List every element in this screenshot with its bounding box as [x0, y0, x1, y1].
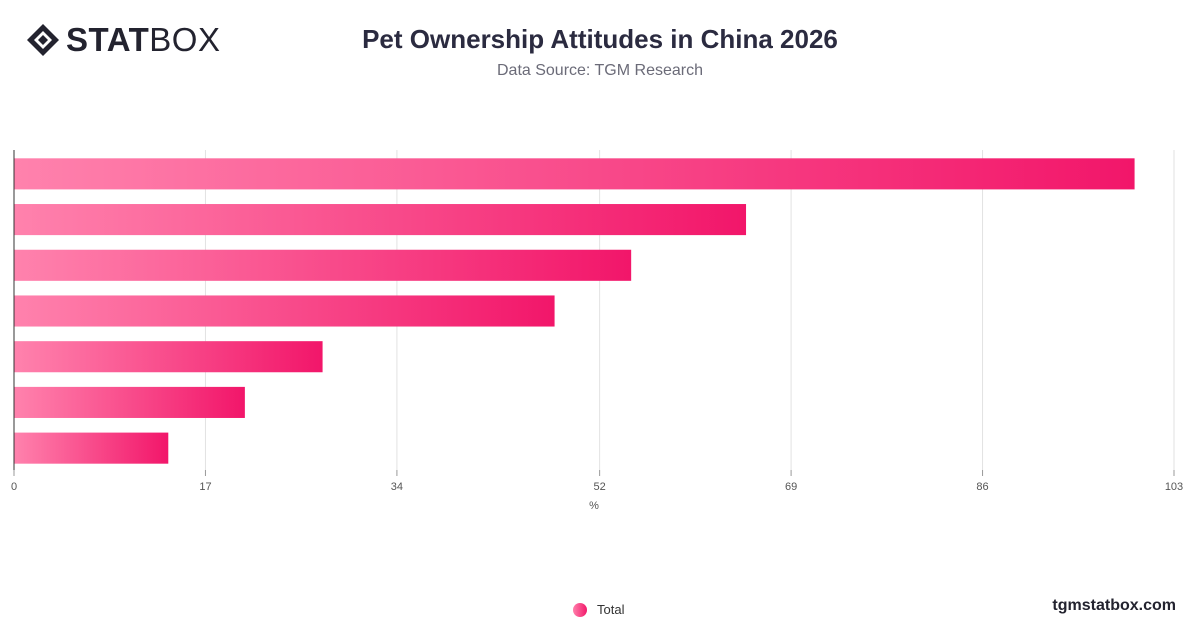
x-tick-label: 0 — [11, 481, 17, 493]
logo-text-stat: STAT — [66, 21, 150, 58]
bars — [14, 158, 1135, 464]
site-url[interactable]: tgmstatbox.com — [1052, 597, 1176, 614]
bar[interactable] — [14, 249, 632, 281]
bar[interactable] — [14, 341, 323, 373]
chart-subtitle: Data Source: TGM Research — [496, 62, 703, 79]
axes: 0 17 34 52 69 86 103 — [11, 150, 1183, 493]
x-axis-label: % — [589, 500, 599, 512]
logo-text-box: BOX — [149, 21, 221, 58]
x-tick-label: 103 — [1165, 481, 1183, 493]
legend-label: Total — [597, 602, 625, 617]
x-tick-label: 86 — [976, 481, 988, 493]
bar[interactable] — [14, 295, 555, 327]
statbox-logo: STATBOX — [26, 22, 220, 58]
diamond-logo-icon — [27, 24, 59, 56]
x-tick-label: 17 — [199, 481, 211, 493]
bar[interactable] — [14, 158, 1135, 190]
x-tick-label: 52 — [594, 481, 606, 493]
bar[interactable] — [14, 204, 747, 236]
chart-title: Pet Ownership Attitudes in China 2026 — [362, 24, 838, 54]
bar[interactable] — [14, 432, 169, 464]
legend[interactable]: Total — [573, 602, 624, 617]
bar[interactable] — [14, 386, 245, 418]
x-tick-label: 34 — [391, 481, 403, 493]
x-tick-label: 69 — [785, 481, 797, 493]
legend-swatch-icon — [573, 602, 587, 617]
